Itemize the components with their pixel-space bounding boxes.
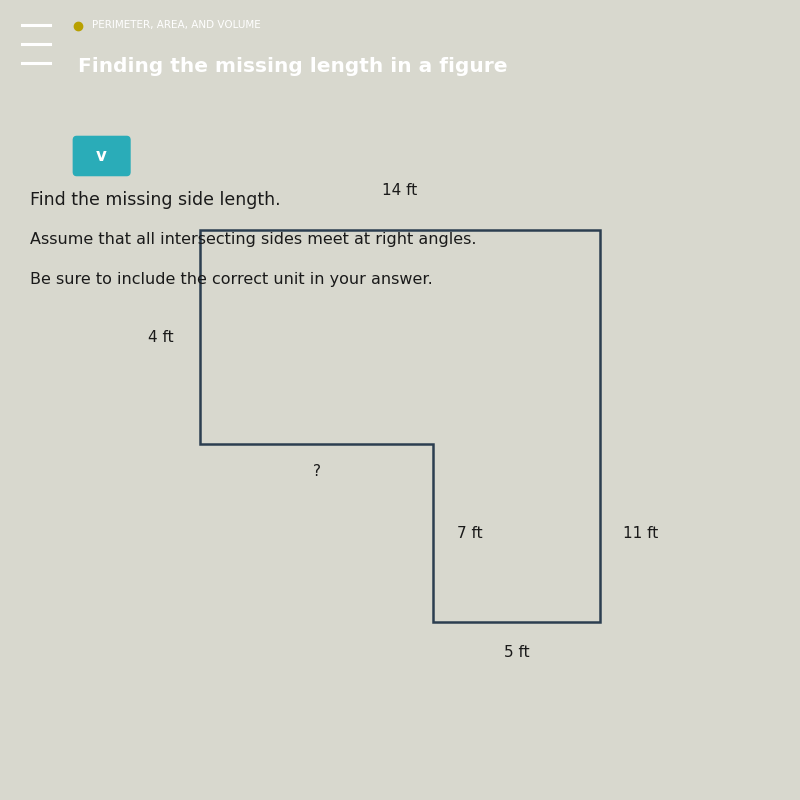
Text: ?: ? [313,464,321,479]
Text: Find the missing side length.: Find the missing side length. [30,191,281,210]
Text: 11 ft: 11 ft [623,526,658,541]
Text: 4 ft: 4 ft [148,330,174,345]
Text: PERIMETER, AREA, AND VOLUME: PERIMETER, AREA, AND VOLUME [92,20,261,30]
Text: Assume that all intersecting sides meet at right angles.: Assume that all intersecting sides meet … [30,232,477,247]
Text: Be sure to include the correct unit in your answer.: Be sure to include the correct unit in y… [30,272,433,286]
Text: 7 ft: 7 ft [457,526,482,541]
Text: v: v [96,147,107,165]
FancyBboxPatch shape [74,137,130,175]
Text: 14 ft: 14 ft [382,183,418,198]
Text: 5 ft: 5 ft [504,645,530,660]
Text: Finding the missing length in a figure: Finding the missing length in a figure [78,57,508,75]
